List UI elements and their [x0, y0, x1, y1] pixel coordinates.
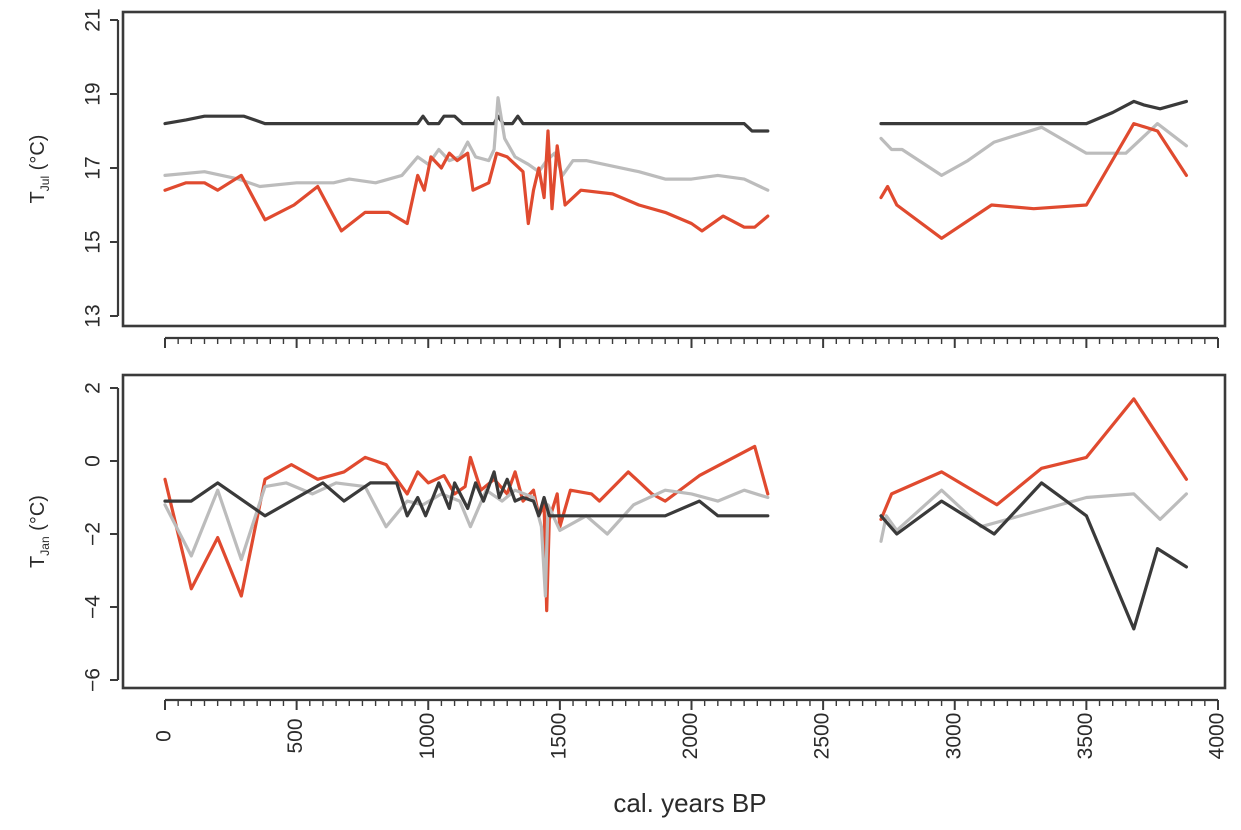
y-tick-label: 15 [82, 230, 105, 253]
series-line [879, 122, 1188, 177]
series-line [879, 122, 1188, 240]
y-axis-title: TJul (°C) [27, 135, 52, 204]
x-axis-title: cal. years BP [613, 788, 766, 818]
series-line [879, 397, 1188, 521]
x-tick-label: 0 [153, 730, 176, 742]
series-line [163, 470, 770, 518]
y-tick-label: 19 [82, 82, 105, 105]
y-axis-title: TJan (°C) [27, 495, 52, 568]
x-tick-label: 4000 [1206, 713, 1229, 760]
x-tick-label: 2000 [679, 713, 702, 760]
series-line [163, 444, 770, 613]
y-tick-label: 13 [82, 304, 105, 327]
x-tick-label: 3500 [1074, 713, 1097, 760]
plot-frame [121, 10, 1227, 328]
y-tick-label: −4 [82, 595, 105, 619]
y-tick-label: 21 [82, 8, 105, 31]
series-line [879, 481, 1188, 631]
panel-july-temperature: 13 15 17 19 21 TJul (°C) [27, 8, 1227, 348]
x-tick-label: 2500 [811, 713, 834, 760]
x-tick-label: 1500 [547, 713, 570, 760]
y-tick-label: 0 [82, 455, 105, 467]
series-line [163, 481, 770, 598]
series-line [879, 99, 1188, 126]
y-tick-label: 17 [82, 156, 105, 179]
series-line [163, 114, 770, 133]
panel-january-temperature: −6 −4 −2 0 2 TJan (°C) 0 500 1000 1500 2000 2500 300… [27, 373, 1229, 760]
y-tick-label: 2 [82, 382, 105, 394]
y-tick-label: −6 [82, 668, 105, 692]
series-line [163, 96, 770, 192]
plot-frame [121, 373, 1227, 690]
x-tick-label: 1000 [416, 713, 439, 760]
y-tick-label: −2 [82, 522, 105, 546]
series-line [879, 488, 1188, 543]
x-tick-label: 500 [284, 718, 307, 753]
series-line [163, 129, 770, 233]
x-tick-label: 3000 [942, 713, 965, 760]
